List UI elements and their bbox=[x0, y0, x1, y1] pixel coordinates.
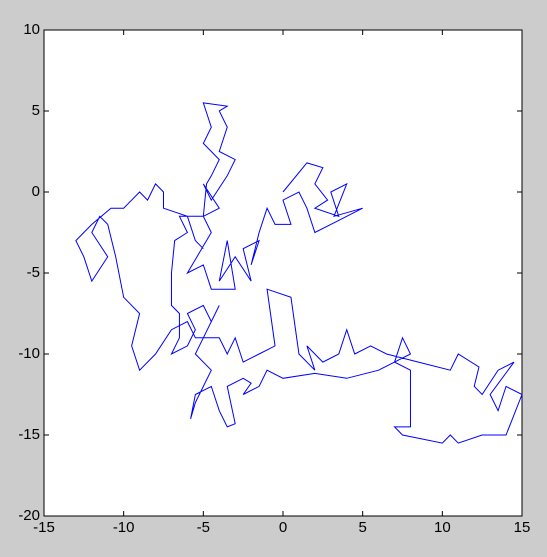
y-tick-label: 10 bbox=[23, 21, 40, 38]
x-tick-label: -15 bbox=[33, 519, 55, 536]
walk-line bbox=[75, 102, 523, 444]
y-tick-label: 5 bbox=[32, 102, 40, 119]
y-tick-label: 0 bbox=[32, 183, 40, 200]
x-tick-label: 10 bbox=[434, 519, 451, 536]
x-tick-label: -10 bbox=[113, 519, 135, 536]
y-tick-label: -20 bbox=[18, 507, 40, 524]
y-tick-label: -10 bbox=[18, 345, 40, 362]
plot-area bbox=[43, 29, 523, 517]
x-tick-label: 0 bbox=[279, 519, 287, 536]
x-tick-label: 15 bbox=[514, 519, 531, 536]
y-tick-label: -5 bbox=[27, 264, 40, 281]
x-tick-label: -5 bbox=[197, 519, 210, 536]
y-tick-label: -15 bbox=[18, 426, 40, 443]
x-tick-label: 5 bbox=[358, 519, 366, 536]
